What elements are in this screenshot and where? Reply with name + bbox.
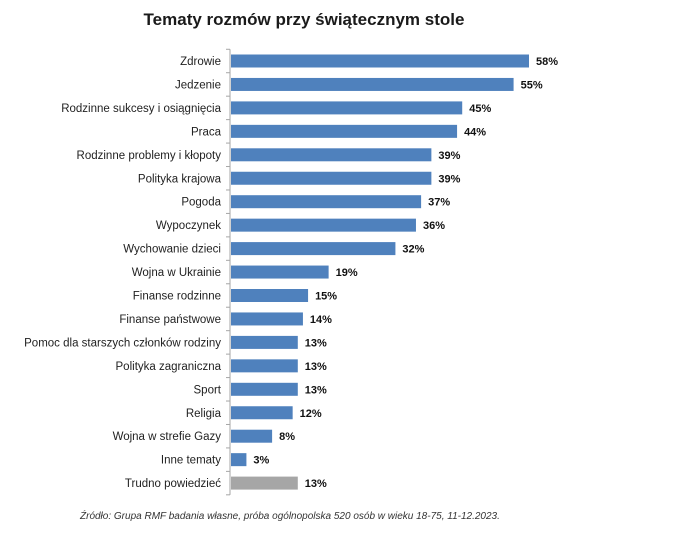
category-label: Finanse rodzinne [133,291,221,303]
data-label: 12% [300,408,322,420]
bar [231,453,247,467]
category-label: Wypoczynek [156,220,221,232]
data-label: 13% [305,384,327,396]
bar [231,382,298,396]
category-label: Rodzinne problemy i kłopoty [77,150,222,162]
bar [231,265,329,279]
data-label: 15% [315,291,337,303]
category-label: Jedzenie [175,79,221,91]
category-label: Wychowanie dzieci [123,244,221,256]
bar [231,148,432,162]
chart-plot: Zdrowie 58% Jedzenie 55% Rodzinne sukcesy i … [24,48,558,496]
data-label: 14% [310,314,332,326]
bar [231,476,298,490]
category-label: Zdrowie [180,56,221,68]
category-label: Polityka krajowa [138,173,222,185]
data-label: 13% [305,337,327,349]
bar [231,406,293,420]
category-label: Trudno powiedzieć [125,478,221,490]
chart-title: Tematy rozmów przy świątecznym stole [143,10,465,29]
category-label: Wojna w Ukrainie [132,267,221,279]
data-label: 19% [336,267,358,279]
chart-source: Źródło: Grupa RMF badania własne, próba … [80,511,500,522]
data-label: 32% [402,244,424,256]
category-label: Pomoc dla starszych członków rodziny [24,337,221,349]
bar [231,101,463,115]
bar [231,242,396,256]
category-label: Religia [186,408,222,420]
bar [231,171,432,185]
bar [231,124,458,138]
category-label: Inne tematy [161,455,221,467]
category-label: Rodzinne sukcesy i osiągnięcia [61,103,221,115]
data-label: 55% [521,79,543,91]
data-label: 44% [464,126,486,138]
bar [231,195,422,209]
data-label: 3% [253,455,269,467]
bar [231,289,309,302]
bar [231,429,273,443]
data-label: 37% [428,197,450,209]
data-label: 13% [305,361,327,373]
data-label: 13% [305,478,327,490]
data-label: 8% [279,431,295,443]
category-label: Pogoda [181,197,221,209]
data-label: 58% [536,56,558,68]
bar [231,359,298,373]
category-label: Praca [191,126,222,138]
data-label: 39% [438,173,460,185]
category-label: Finanse państwowe [119,314,221,326]
category-label: Sport [194,384,222,396]
category-label: Wojna w strefie Gazy [113,431,222,443]
bar [231,218,416,232]
data-label: 45% [469,103,491,115]
bar [231,312,303,326]
bar [231,77,514,91]
bar [231,54,529,68]
category-label: Polityka zagraniczna [116,361,222,373]
bar [231,335,298,349]
data-label: 36% [423,220,445,232]
data-label: 39% [438,150,460,162]
